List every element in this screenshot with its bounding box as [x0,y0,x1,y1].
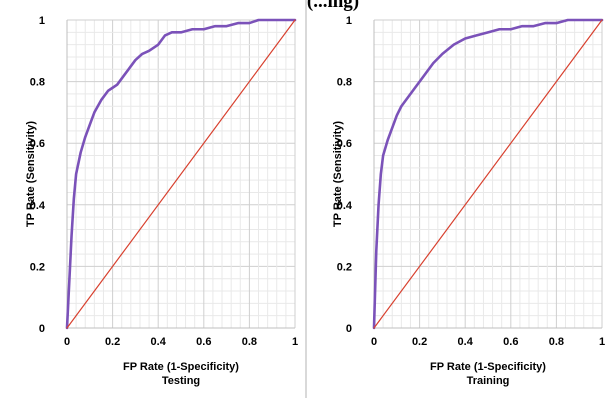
diagonal-reference-line [66,19,296,329]
chart-svg-training: 0 0.2 0.4 0.6 0.8 1 0 0.2 0.4 0.6 0.8 1 FP Rate (1-S… [332,15,605,387]
x-tick-label: 0.6 [503,336,518,348]
chart-title: Training [467,375,510,387]
x-tick-label: 0.6 [196,336,211,348]
x-tick-label: 0 [64,336,70,348]
y-tick-label: 0.6 [337,138,352,150]
x-axis-title: FP Rate (1-Specificity) [123,361,239,373]
y-axis-title: TP Rate (Sensitivity) [25,121,37,227]
panel-divider [305,0,307,398]
y-tick-label: 1 [39,15,45,27]
chart-title: Testing [162,375,200,387]
chart-svg-testing: 0 0.2 0.4 0.6 0.8 1 0 0.2 0.4 0.6 0.8 1 FP Rate (1-S… [25,15,298,387]
y-tick-label: 0 [39,323,45,335]
y-tick-label: 0.8 [337,77,352,89]
roc-curve-line [372,18,604,330]
x-tick-label: 1 [292,336,298,348]
x-tick-label: 0.2 [412,336,427,348]
chart-panel-testing: 0 0.2 0.4 0.6 0.8 1 0 0.2 0.4 0.6 0.8 1 FP Rate (1-S… [0,0,306,398]
x-tick-label: 0.8 [549,336,564,348]
x-tick-label: 1 [599,336,605,348]
y-tick-label: 0.4 [337,200,353,212]
y-tick-label: 0.4 [30,200,46,212]
y-tick-label: 0 [346,323,352,335]
y-tick-label: 1 [346,15,352,27]
x-axis-title: FP Rate (1-Specificity) [430,361,546,373]
y-tick-label: 0.2 [337,261,352,273]
y-tick-label: 0.6 [30,138,45,150]
x-tick-label: 0.4 [458,336,474,348]
y-axis-title: TP Rate (Sensitivity) [332,121,344,227]
figure-title-fragment: (...ing) [306,0,360,12]
y-tick-label: 0.2 [30,261,45,273]
x-tick-label: 0.4 [151,336,167,348]
plot-area [65,18,297,330]
plot-area [372,18,604,330]
roc-curve-line [65,18,297,330]
x-tick-label: 0 [371,336,377,348]
x-tick-label: 0.8 [242,336,257,348]
diagonal-reference-line [373,19,603,329]
chart-panel-training: 0 0.2 0.4 0.6 0.8 1 0 0.2 0.4 0.6 0.8 1 FP Rate (1-S… [307,0,613,398]
y-tick-label: 0.8 [30,77,45,89]
x-tick-label: 0.2 [105,336,120,348]
